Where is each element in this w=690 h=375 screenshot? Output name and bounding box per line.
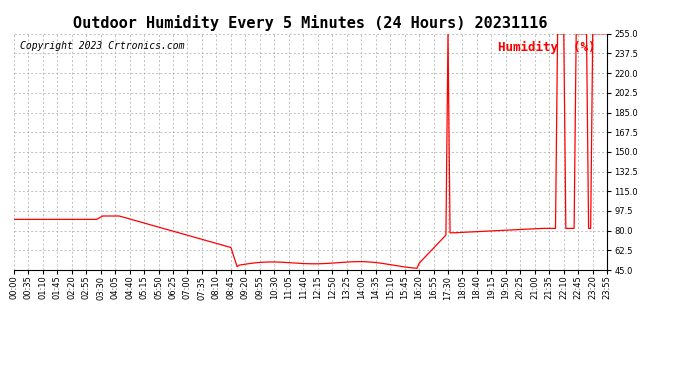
Text: Copyright 2023 Crtronics.com: Copyright 2023 Crtronics.com [20,41,184,51]
Text: Humidity  (%): Humidity (%) [497,41,595,54]
Title: Outdoor Humidity Every 5 Minutes (24 Hours) 20231116: Outdoor Humidity Every 5 Minutes (24 Hou… [73,15,548,31]
